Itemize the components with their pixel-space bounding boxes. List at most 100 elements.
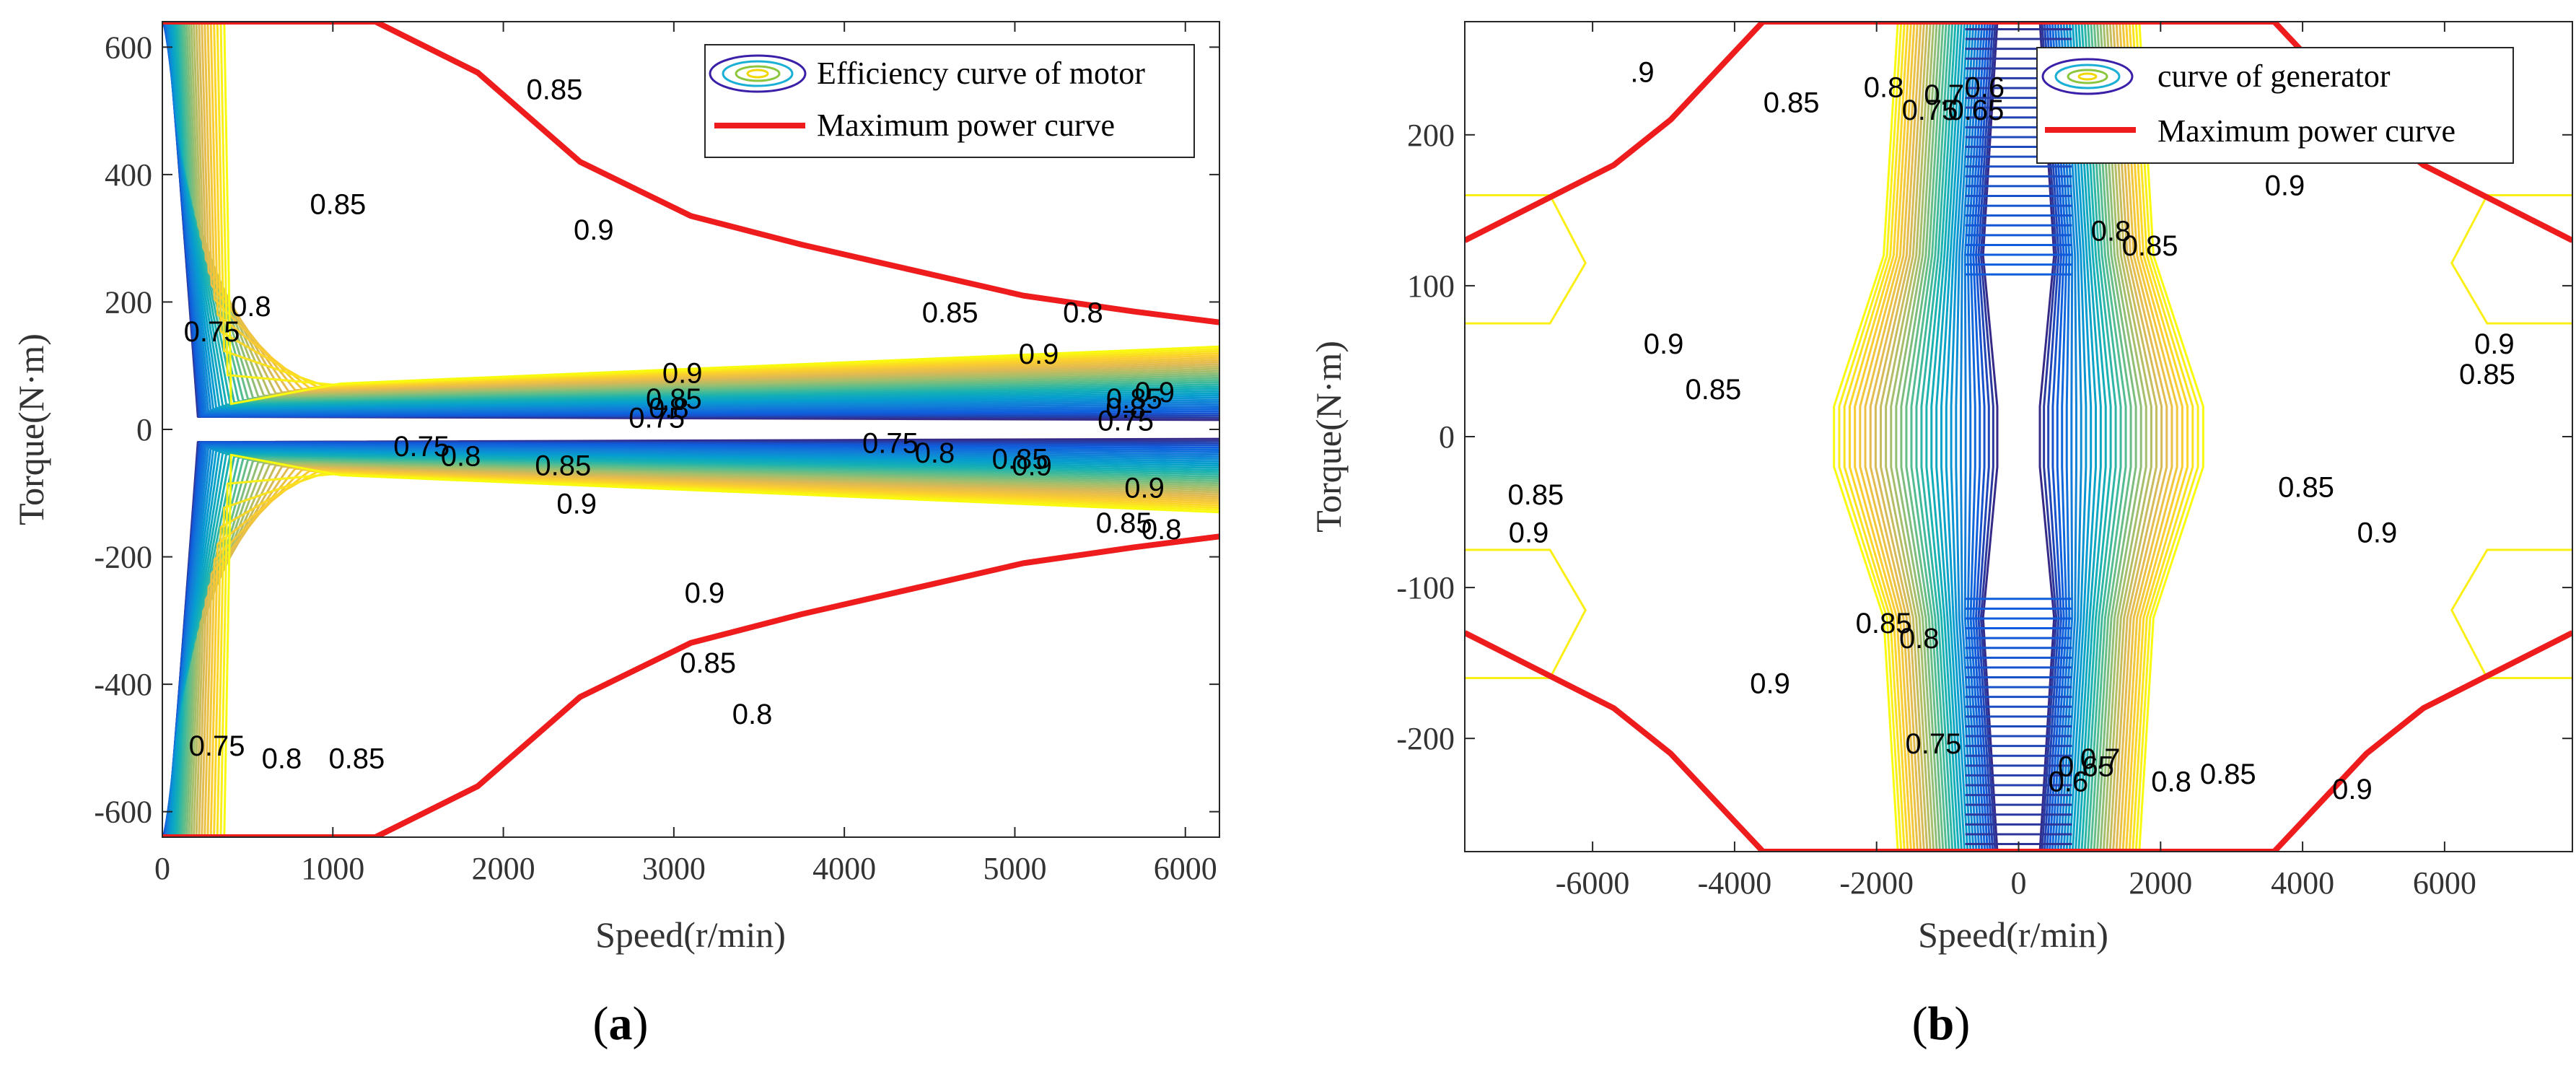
panel-a-y-ticks: -600 -400 -200 0 200 400 600 [94,30,1219,830]
panel-b-contour-labels: .90.85 0.80.750.7 0.60.650.90.850.80.850.9… [1507,57,2515,805]
contour-line [2065,22,2087,852]
contour-line [175,454,1219,837]
contour-line [2099,22,2142,852]
contour-label: 0.8 [441,440,481,472]
contour-label: 0.85 [2278,472,2334,504]
contour-label: 0.75 [393,431,450,463]
y-tick-label: 600 [105,30,152,65]
contour-line [1950,22,1972,852]
contour-line [206,22,1219,390]
contour-line [1465,193,1587,325]
panel-a-legend-box [704,44,1195,158]
contour-label: 0.85 [1507,479,1564,511]
contour-line [2102,22,2147,852]
contour-line [1869,22,1922,852]
max-power-curve-lower [1465,630,2572,852]
contour-label: 0.8 [649,393,689,424]
contour-label: 0.85 [1685,374,1741,406]
contour-line [223,453,1219,837]
max-power-curve-lower [162,533,1219,837]
contour-line [2080,22,2112,852]
panel-b-legend-contour-swatch [2041,58,2134,95]
contour-label: 0.9 [1750,668,1790,700]
x-tick-label: -2000 [1839,865,1914,901]
contour-line [1848,22,1909,852]
contour-line [2062,22,2082,852]
contour-line [1900,22,1942,852]
panel-a-legend: Efficiency curve of motor Maximum power … [704,44,1195,158]
x-tick-label: 5000 [983,851,1046,886]
contour-line [1864,22,1919,852]
contour-label: 0.9 [574,214,614,246]
contour-line [2083,22,2117,852]
contour-line [216,22,1219,388]
contour-label: 0.9 [1124,472,1165,504]
contour-label: 0.85 [680,647,736,679]
contour-label: 0.9 [1134,377,1175,408]
contour-line [2093,22,2132,852]
contour-label: 0.8 [1899,623,1940,655]
y-tick-label: -200 [94,540,152,575]
contour-line [1854,22,1912,852]
contour-line [177,22,1219,404]
contour-line [1833,22,1899,852]
panel-a-x-ticks: 0 1000 2000 3000 4000 5000 6000 [154,22,1217,886]
contour-label: 0.85 [1856,608,1912,639]
panel-a-legend-entry-motor: Efficiency curve of motor [817,56,1145,91]
x-tick-label: 3000 [642,851,706,886]
contour-label: 0.75 [184,316,240,348]
contour-line [209,22,1219,390]
contour-label: 0.85 [2459,359,2515,390]
contour-line [2121,22,2178,852]
x-tick-label: 4000 [812,851,876,886]
contour-line [213,22,1219,388]
contour-label: 0.85 [1106,383,1162,415]
contour-label: 0.9 [556,489,597,520]
contour-line [170,450,1219,837]
contour-label: 0.9 [2265,170,2305,202]
x-tick-label: -6000 [1556,865,1630,901]
contour-line [2112,22,2163,852]
contour-line [2086,22,2122,852]
panel-a-contour-labels: 0.850.850.90.80.750.85 0.80.90.90.850.80.… [184,74,1182,775]
contour-label: 0.85 [922,297,978,329]
contour-label: 0.7 [2080,743,2121,775]
contour-label: 0.85 [2200,759,2256,790]
x-tick-label: 0 [154,851,170,886]
contour-line [174,22,1219,406]
contour-label: 0.9 [2332,774,2373,805]
contour-label: 0.9 [1509,517,1549,548]
contour-label: 0.75 [189,730,245,762]
contour-line [2059,22,2077,852]
contour-line [1915,22,1951,852]
x-tick-label: -4000 [1698,865,1772,901]
panel-b-legend-box [2036,47,2514,164]
x-tick-label: 4000 [2271,865,2334,901]
contour-label: 0.6 [1964,72,2005,104]
contour-label: 0.9 [2474,328,2515,360]
contour-line [175,22,1219,405]
contour-label: 0.8 [915,437,955,469]
contour-line [219,473,1219,837]
contour-line [1910,22,1948,852]
contour-label: 0.75 [1098,406,1154,437]
contour-label: 0.8 [231,291,271,323]
contour-label: 0.85 [328,743,385,775]
x-tick-label: 0 [2011,865,2027,901]
contour-line [1925,22,1957,852]
x-tick-label: 6000 [1154,851,1217,886]
x-tick-label: 6000 [2413,865,2476,901]
contour-line [2132,22,2194,852]
contour-label: 0.8 [1142,514,1182,546]
contour-line [223,22,1219,406]
contour-label: .9 [1630,57,1654,89]
panel-a-legend-contour-swatch [709,54,807,93]
x-tick-label: 1000 [301,851,364,886]
panel-b-efficiency-map: .90.85 0.80.750.7 0.60.650.90.850.80.850.9… [1308,21,2573,1050]
contour-line [1945,22,1969,852]
contour-line [172,22,1219,407]
contour-line [2125,22,2183,852]
max-power-curve-upper [162,22,1219,325]
contour-line [2118,22,2173,852]
